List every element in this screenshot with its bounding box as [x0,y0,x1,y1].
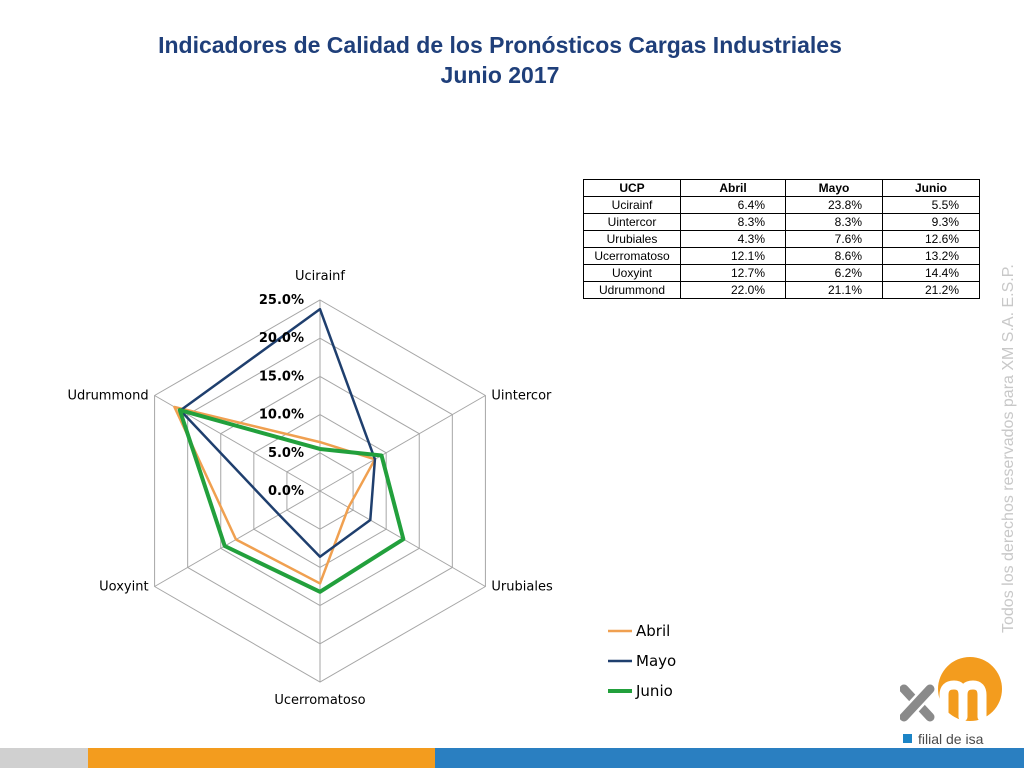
table-cell: 12.7% [680,264,786,282]
table-cell: 14.4% [882,264,980,282]
xm-logo-icon [900,657,1002,724]
title-line-1: Indicadores de Calidad de los Pronóstico… [158,32,842,58]
radial-tick-label: 5.0% [268,446,304,461]
table-row: Uintercor 8.3% 8.3% 9.3% [583,213,980,231]
footer-bar-blue [435,748,1024,768]
category-label: Urubiales [491,580,553,595]
radar-spoke [154,490,321,587]
data-table: UCP Abril Mayo Junio Ucirainf 6.4% 23.8%… [583,179,980,299]
series-line-junio [177,408,406,594]
category-label: Ucerromatoso [274,693,365,708]
legend-label-junio: Junio [635,682,673,700]
isa-square-icon [903,734,912,743]
table-cell: Urubiales [583,230,681,248]
table-header-row: UCP Abril Mayo Junio [583,179,980,197]
footer-bar-gray [0,748,88,768]
table-cell: Uintercor [583,213,681,231]
page-title: Indicadores de Calidad de los Pronóstico… [0,30,1000,90]
table-cell: Ucerromatoso [583,247,681,265]
radial-tick-label: 25.0% [259,293,304,308]
radial-tick-label: 0.0% [268,484,304,499]
footer-bar-orange [88,748,435,768]
table-cell: Ucirainf [583,196,681,214]
logo-tagline: filial de isa [918,731,984,747]
table-header-junio: Junio [882,179,980,197]
title-line-2: Junio 2017 [440,62,560,88]
category-label: Udrummond [67,389,148,404]
table-row: Ucerromatoso 12.1% 8.6% 13.2% [583,247,980,265]
legend-label-mayo: Mayo [636,652,676,670]
radar-spoke [319,395,486,492]
table-cell: 21.1% [785,281,883,299]
table-row: Udrummond 22.0% 21.1% 21.2% [583,281,980,299]
table-cell: 21.2% [882,281,980,299]
radial-tick-label: 20.0% [259,331,304,346]
category-label: Uintercor [491,389,552,404]
category-label: Ucirainf [295,269,345,284]
table-cell: 8.3% [680,213,786,231]
category-label: Uoxyint [99,580,148,595]
table-header-ucp: UCP [583,179,681,197]
copyright-side-text: Todos los derechos reservados para XM S.… [1000,264,1017,633]
radial-tick-label: 15.0% [259,369,304,384]
radial-tick-label: 10.0% [259,408,304,423]
legend-label-abril: Abril [636,622,670,640]
table-cell: Udrummond [583,281,681,299]
table-cell: 4.3% [680,230,786,248]
